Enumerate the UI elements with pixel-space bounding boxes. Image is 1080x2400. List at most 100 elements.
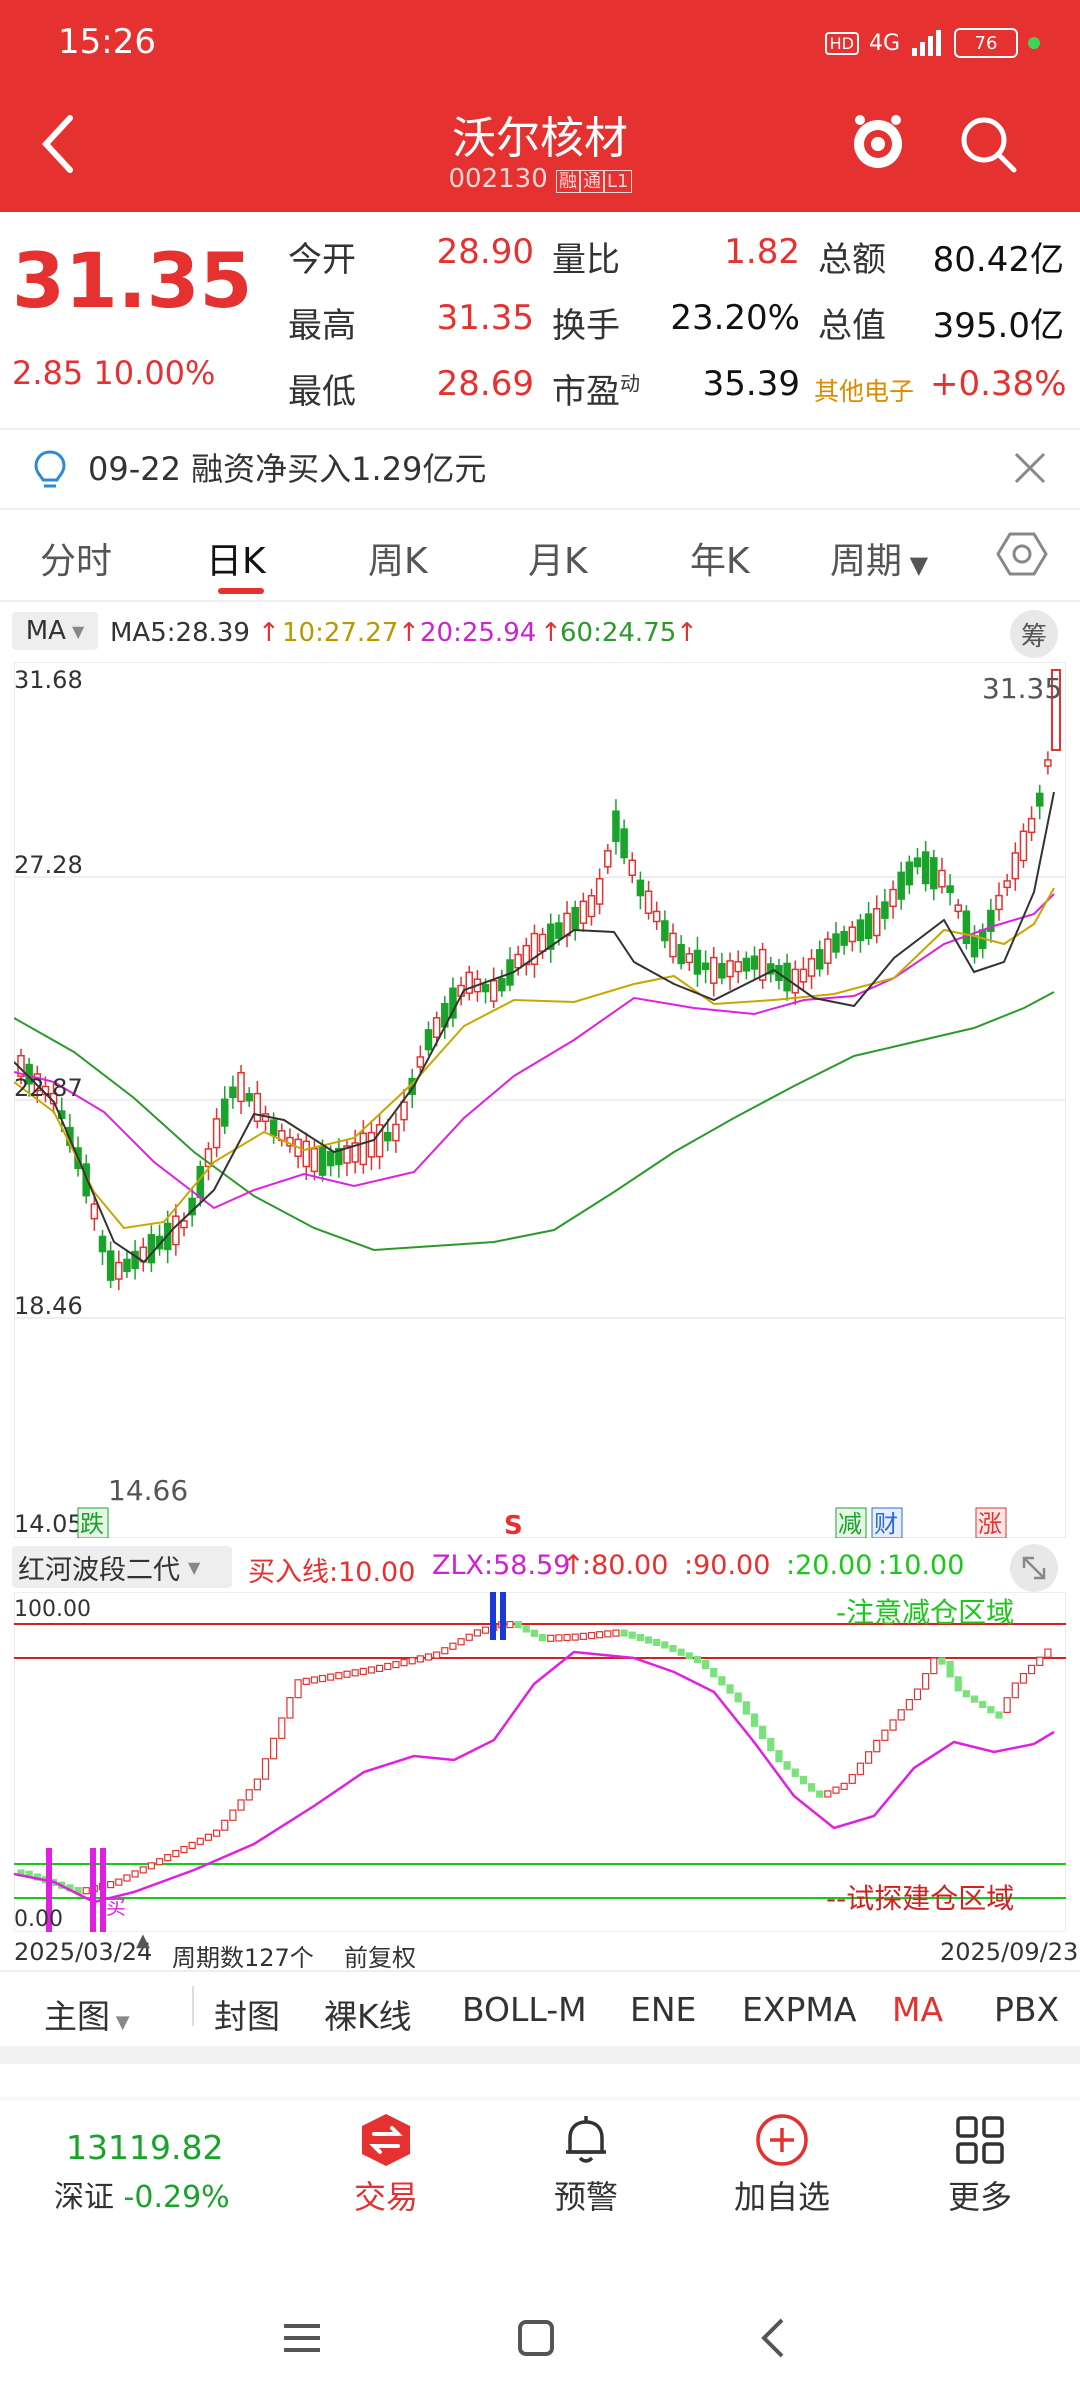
indicator-bar — [392, 1660, 400, 1669]
itab-pbx[interactable]: PBX — [994, 1990, 1060, 2029]
tab-weekly-k[interactable]: 周K — [368, 541, 428, 582]
bottom-toolbar — [0, 2100, 1080, 2216]
jian-marker-box — [835, 1507, 867, 1538]
trade-icon[interactable] — [358, 2112, 414, 2168]
indicator-bar — [465, 1633, 473, 1641]
indicator-bar — [824, 1790, 832, 1798]
grid-icon[interactable] — [952, 2112, 1008, 2168]
candle — [269, 1119, 278, 1137]
divider — [0, 428, 1080, 430]
ma-selector[interactable]: MA ▼ — [12, 612, 98, 650]
candle — [644, 890, 653, 914]
search-icon[interactable] — [956, 112, 1020, 176]
menu-icon[interactable] — [284, 2324, 320, 2352]
axis-label-2: 27.28 — [14, 851, 83, 879]
indicator-bar — [701, 1659, 710, 1670]
indicator-bar — [506, 1621, 514, 1629]
indicator-bar — [628, 1631, 636, 1639]
sell-signal-bar — [490, 1592, 496, 1640]
candle — [595, 877, 604, 905]
chart-end-date: 2025/09/23 — [940, 1938, 1079, 1966]
indicator-bar — [799, 1775, 808, 1785]
candle — [693, 949, 702, 975]
candle — [742, 957, 751, 972]
tab-minute[interactable]: 分时 — [40, 541, 113, 582]
sector-link[interactable]: 其他电子 — [814, 377, 915, 406]
kline-chart[interactable]: 31.68 27.28 22.87 18.46 14.05 31.35 14.6… — [14, 662, 1066, 1538]
candle — [1027, 817, 1036, 834]
notice-bar[interactable] — [0, 430, 1080, 508]
label-open: 今开 — [288, 240, 356, 280]
tab-period[interactable]: 周期 ▼ — [830, 532, 928, 584]
signal-label: 4G — [868, 30, 900, 56]
itab-naked-k[interactable]: 裸K线 — [324, 1997, 412, 2036]
itab-main-chart[interactable]: 主图 ▼ — [44, 1990, 130, 2038]
indicator-chart[interactable]: 100.00 0.00 -注意减仓区域 --试探建仓区域 买 — [14, 1592, 1066, 1932]
itab-ma[interactable]: MA — [892, 1990, 944, 2029]
home-icon[interactable] — [518, 2320, 554, 2356]
add-watchlist-button[interactable]: 加自选 — [733, 2178, 830, 2216]
value-high: 31.35 — [436, 298, 534, 338]
indicator-bar — [229, 1809, 237, 1821]
settings-icon[interactable] — [996, 528, 1048, 580]
candle — [864, 913, 873, 940]
ma-selector-label: MA — [25, 616, 66, 646]
candle — [873, 907, 881, 937]
close-icon[interactable] — [1010, 448, 1050, 488]
level-10: :10.00 — [878, 1550, 965, 1581]
tab-yearly-k[interactable]: 年K — [690, 541, 750, 582]
candle — [726, 960, 734, 978]
indicator-bar — [905, 1698, 913, 1711]
back-button[interactable] — [30, 108, 90, 180]
indicator-bar — [473, 1629, 481, 1637]
indicator-bar — [278, 1717, 286, 1739]
indicator-bar — [669, 1644, 677, 1653]
mascot-icon[interactable] — [846, 110, 910, 174]
itab-expma[interactable]: EXPMA — [742, 1990, 857, 2029]
back-nav-icon[interactable] — [761, 2318, 784, 2358]
candle — [604, 850, 612, 868]
indicator-bar — [408, 1657, 416, 1665]
tab-monthly-k[interactable]: 月K — [528, 541, 588, 582]
indicator-bar — [327, 1673, 335, 1681]
candle — [652, 910, 661, 923]
die-marker-box — [77, 1507, 109, 1538]
indicator-bar — [343, 1670, 351, 1678]
hd-icon: HD — [824, 31, 859, 55]
alert-button[interactable]: 预警 — [553, 2178, 618, 2216]
add-circle-icon[interactable] — [754, 2112, 810, 2168]
itab-fengtu[interactable]: 封图 — [214, 1997, 280, 2036]
indicator-bar — [147, 1862, 155, 1870]
ma60-line — [14, 991, 1055, 1252]
chip-distribution-button[interactable]: 筹 — [1010, 610, 1058, 658]
battery-icon: 76 — [954, 28, 1018, 58]
zone-bottom-label: --试探建仓区域 — [826, 1882, 1014, 1915]
buy-line-value: 买入线:10.00 — [248, 1557, 416, 1588]
candle — [204, 1148, 213, 1168]
bell-icon[interactable] — [558, 2112, 614, 2168]
more-button[interactable]: 更多 — [947, 2178, 1012, 2216]
indicator-bar — [579, 1632, 587, 1640]
indicator-selector[interactable]: 红河波段二代 ▼ — [12, 1546, 232, 1588]
candle — [180, 1220, 188, 1229]
tab-daily-k[interactable]: 日K — [206, 541, 266, 582]
badge-tong: 通 — [580, 170, 605, 193]
candle — [555, 922, 563, 939]
expand-icon[interactable] — [1010, 1544, 1058, 1592]
trade-button[interactable]: 交易 — [353, 2178, 418, 2216]
signal-icon — [912, 30, 941, 56]
index-info[interactable]: 深证 -0.29% — [54, 2172, 230, 2216]
cai-marker-box — [871, 1507, 903, 1538]
label-volume-ratio: 量比 — [552, 240, 620, 280]
chevron-up-icon[interactable]: ▲ — [136, 1930, 150, 1951]
itab-ene[interactable]: ENE — [630, 1990, 697, 2029]
chevron-down-icon: ▼ — [110, 2012, 130, 2033]
index-value[interactable]: 13119.82 — [66, 2128, 224, 2167]
candle — [115, 1261, 123, 1280]
indicator-bar — [302, 1677, 310, 1685]
itab-main-label: 主图 — [44, 1997, 110, 2036]
indicator-bar — [245, 1789, 253, 1801]
candle — [229, 1086, 237, 1099]
itab-boll-m[interactable]: BOLL-M — [462, 1990, 587, 2029]
notice-text[interactable]: 09-22 融资净买入1.29亿元 — [88, 450, 487, 488]
